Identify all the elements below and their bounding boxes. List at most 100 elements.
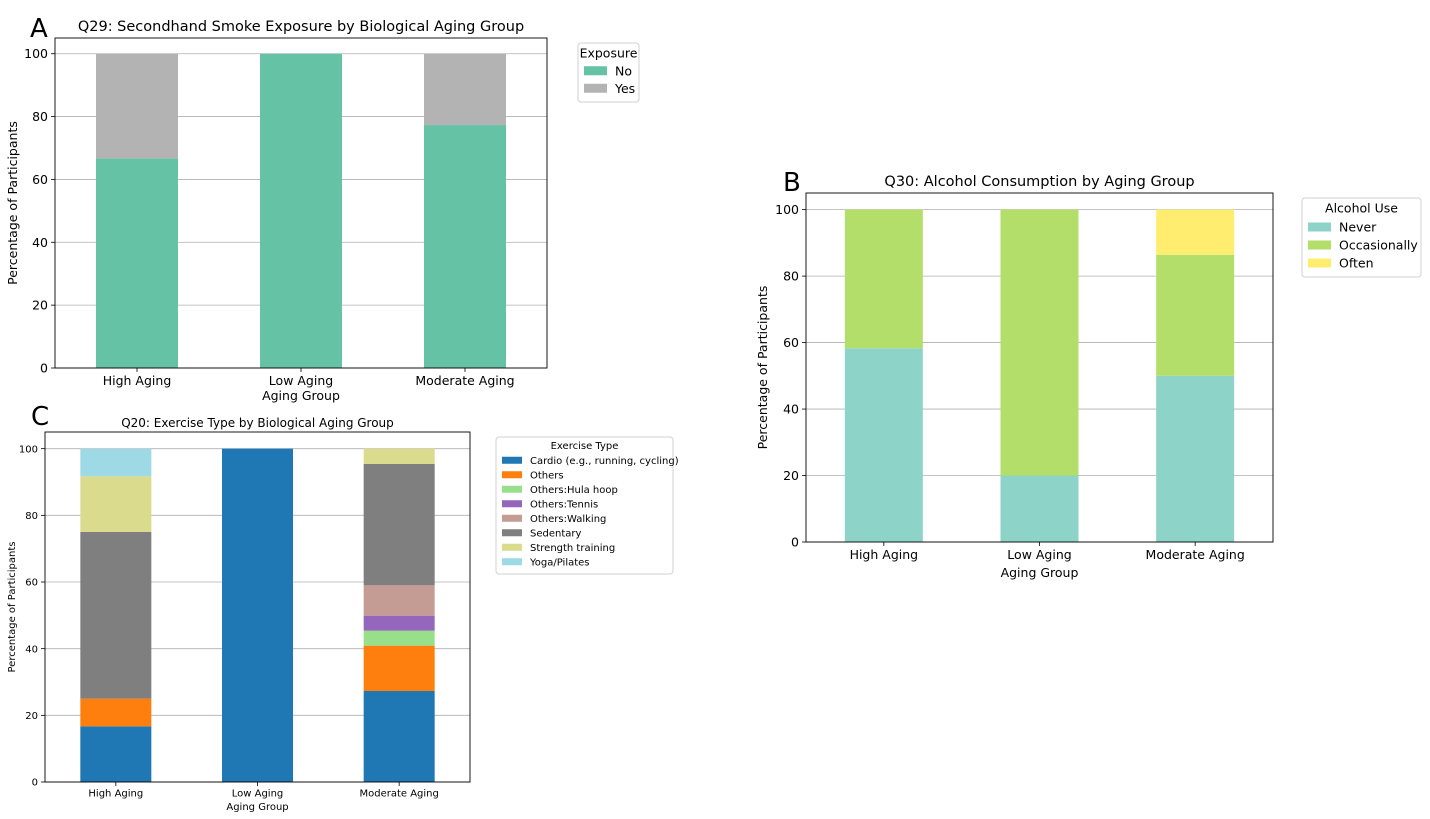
legend-swatch: [1308, 258, 1331, 268]
bar-segment: [363, 691, 435, 782]
bar-segment: [222, 448, 293, 782]
x-tick-label: Low Aging: [232, 789, 284, 800]
y-tick-label: 20: [783, 468, 799, 483]
chart-title: Q20: Exercise Type by Biological Aging G…: [121, 416, 394, 430]
y-tick-label: 60: [783, 335, 799, 350]
chart-title: Q30: Alcohol Consumption by Aging Group: [884, 174, 1194, 190]
bar-segment: [80, 532, 152, 699]
chart-panel-a: Q29: Secondhand Smoke Exposure by Biolog…: [5, 19, 640, 403]
y-tick-label: 80: [25, 511, 38, 522]
bar-segment: [424, 53, 506, 126]
y-tick-label: 100: [24, 46, 48, 61]
legend-title: Exposure: [580, 46, 638, 61]
bar-segment: [1156, 209, 1235, 255]
y-tick-label: 60: [32, 172, 48, 187]
x-tick-label: Low Aging: [1007, 547, 1071, 562]
bar-segment: [363, 630, 435, 646]
panel-label-a: A: [30, 14, 48, 44]
bar-segment: [844, 209, 923, 349]
legend-swatch: [502, 471, 522, 479]
legend-label: No: [615, 63, 632, 78]
chart-title: Q29: Secondhand Smoke Exposure by Biolog…: [78, 19, 524, 35]
legend-swatch: [1308, 240, 1331, 250]
y-tick-label: 40: [25, 644, 38, 655]
legend-label: Yoga/Pilates: [529, 557, 590, 568]
legend-label: Others:Hula hoop: [530, 485, 618, 496]
bar-segment: [363, 448, 435, 464]
y-tick-label: 100: [19, 444, 38, 455]
y-tick-label: 80: [32, 109, 48, 124]
y-tick-label: 80: [783, 269, 799, 284]
bar-segment: [80, 476, 152, 532]
y-tick-label: 0: [791, 535, 799, 550]
bar-segment: [260, 53, 342, 368]
bar-segment: [424, 125, 506, 368]
x-tick-label: Moderate Aging: [359, 789, 438, 800]
bar-segment: [1000, 209, 1079, 476]
bar-segment: [1156, 375, 1235, 542]
bar-segment: [80, 698, 152, 727]
legend-swatch: [502, 558, 522, 566]
panel-label-b: B: [783, 168, 801, 198]
x-axis-label: Aging Group: [1001, 565, 1079, 580]
bar-segment: [80, 448, 152, 477]
x-axis-label: Aging Group: [226, 802, 288, 813]
y-tick-label: 20: [25, 711, 38, 722]
legend-label: Others: [530, 470, 564, 481]
bar-segment: [1000, 475, 1079, 542]
legend-label: Occasionally: [1339, 238, 1418, 253]
legend-swatch: [502, 543, 522, 551]
legend-box: [1301, 197, 1422, 278]
legend-swatch: [1308, 222, 1331, 232]
y-tick-label: 0: [32, 778, 38, 789]
legend-swatch: [584, 83, 607, 93]
plot-frame: [805, 192, 1274, 543]
x-tick-label: High Aging: [850, 547, 919, 562]
bar-segment: [363, 615, 435, 631]
y-tick-label: 40: [32, 235, 48, 250]
bar-segment: [96, 158, 178, 368]
x-axis-label: Aging Group: [262, 388, 340, 403]
plot-frame: [44, 431, 471, 783]
legend-label: Sedentary: [530, 528, 581, 539]
legend-box: [495, 436, 674, 575]
y-axis-label: Percentage of Participants: [5, 121, 20, 285]
legend-label: Others:Tennis: [530, 499, 598, 510]
bar-segment: [80, 726, 152, 782]
legend-label: Never: [1339, 220, 1377, 235]
bar-segment: [363, 585, 435, 616]
legend-title: Alcohol Use: [1325, 201, 1398, 216]
legend-swatch: [502, 500, 522, 508]
legend-label: Yes: [614, 81, 635, 96]
bar-segment: [363, 464, 435, 586]
legend-title: Exercise Type: [551, 441, 619, 452]
y-tick-label: 0: [40, 361, 48, 376]
chart-panel-b: Q30: Alcohol Consumption by Aging Group …: [755, 174, 1422, 580]
panel-label-c: C: [31, 402, 49, 432]
y-tick-label: 20: [32, 298, 48, 313]
y-tick-label: 100: [775, 202, 799, 217]
bar-segment: [844, 348, 923, 542]
chart-panel-c: Q20: Exercise Type by Biological Aging G…: [7, 416, 679, 813]
x-tick-label: High Aging: [88, 789, 143, 800]
y-tick-label: 60: [25, 578, 38, 589]
legend-swatch: [502, 514, 522, 522]
y-tick-label: 40: [783, 402, 799, 417]
legend-label: Often: [1339, 256, 1374, 271]
y-axis-label: Percentage of Participants: [755, 286, 770, 450]
legend-label: Strength training: [530, 543, 615, 554]
legend-swatch: [502, 529, 522, 537]
x-tick-label: Moderate Aging: [1146, 547, 1245, 562]
legend-label: Others:Walking: [530, 514, 606, 525]
plot-frame: [54, 37, 548, 369]
legend-label: Cardio (e.g., running, cycling): [530, 456, 679, 467]
bar-segment: [1156, 254, 1235, 376]
x-tick-label: Moderate Aging: [415, 373, 514, 388]
y-axis-label: Percentage of Participants: [7, 542, 18, 673]
legend-swatch: [584, 66, 607, 76]
bar-segment: [363, 645, 435, 691]
legend-swatch: [502, 456, 522, 464]
bar-segment: [96, 53, 178, 159]
x-tick-label: Low Aging: [269, 373, 333, 388]
